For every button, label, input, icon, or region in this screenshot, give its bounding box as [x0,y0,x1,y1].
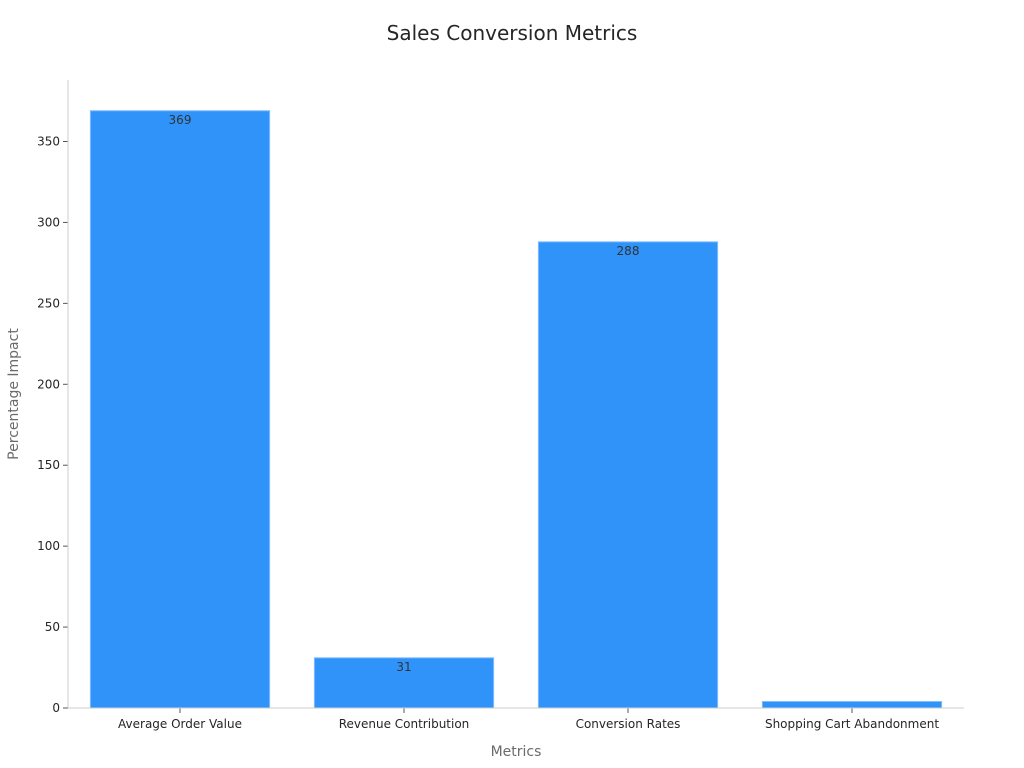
y-tick-label: 150 [37,458,60,472]
bar [537,241,719,709]
bar [89,110,271,709]
y-tick-label: 0 [52,701,60,715]
y-tick-label: 300 [37,215,60,229]
y-tick-label: 50 [45,620,60,634]
bar-value-label: 369 [169,113,192,127]
x-tick-label: Shopping Cart Abandonment [765,717,939,731]
x-axis-ticks: Average Order Value Revenue Contribution C… [118,708,939,731]
bar [761,701,943,709]
y-axis-label: Percentage Impact [6,328,22,460]
x-tick-label: Revenue Contribution [339,717,470,731]
y-tick-label: 350 [37,135,60,149]
bar [313,657,495,709]
x-tick-label: Average Order Value [118,717,242,731]
y-tick-label: 250 [37,296,60,310]
bar-value-label: 31 [396,660,411,674]
y-tick-label: 200 [37,377,60,391]
chart-title: Sales Conversion Metrics [387,21,638,45]
y-tick-label: 100 [37,539,60,553]
bar-value-label: 288 [617,244,640,258]
y-axis-ticks: 0 50 100 150 200 250 300 350 [37,135,68,715]
x-tick-label: Conversion Rates [576,717,681,731]
x-axis-label: Metrics [491,744,542,760]
bar-series: 369 31 288 [89,110,943,709]
